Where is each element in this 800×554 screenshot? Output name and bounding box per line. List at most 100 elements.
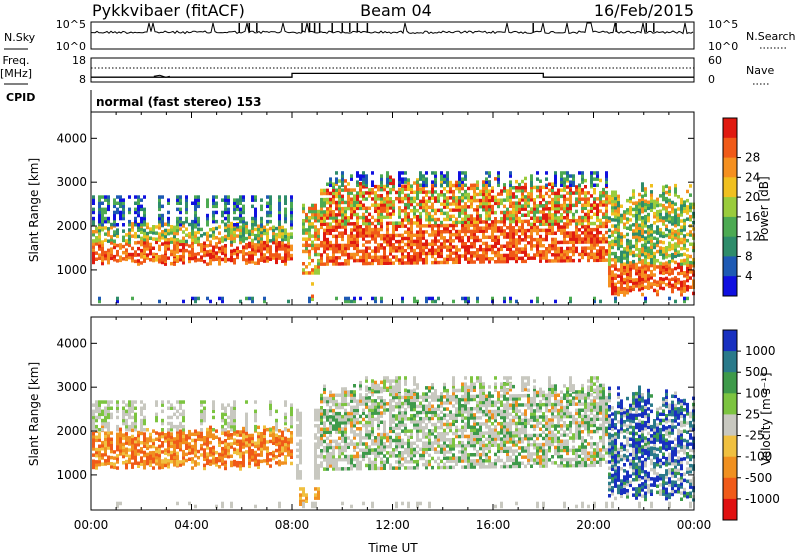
range-gate-cell — [518, 189, 521, 193]
range-gate-cell — [470, 198, 473, 203]
range-gate-cell — [371, 191, 374, 195]
range-gate-cell — [650, 184, 653, 188]
range-gate-cell — [308, 243, 311, 248]
range-gate-cell — [602, 215, 605, 219]
range-gate-cell — [107, 421, 110, 426]
range-gate-cell — [182, 449, 185, 454]
range-gate-cell — [131, 434, 134, 439]
range-gate-cell — [461, 186, 464, 191]
range-gate-cell — [572, 219, 575, 223]
range-gate-cell — [476, 217, 479, 221]
range-gate-cell — [569, 188, 572, 192]
range-gate-cell — [197, 431, 200, 435]
range-gate-cell — [506, 195, 509, 199]
range-gate-cell — [389, 236, 392, 241]
range-gate-cell — [122, 198, 125, 202]
range-gate-cell — [278, 225, 281, 230]
range-gate-cell — [158, 260, 161, 264]
range-gate-cell — [461, 235, 464, 240]
range-gate-cell — [254, 424, 257, 429]
range-gate-cell — [635, 201, 638, 205]
range-gate-cell — [641, 252, 644, 257]
range-gate-cell — [122, 257, 125, 261]
range-gate-cell — [440, 220, 443, 225]
range-gate-cell — [473, 217, 476, 221]
range-gate-cell — [299, 442, 302, 446]
range-gate-cell — [98, 412, 101, 417]
range-gate-cell — [497, 256, 500, 261]
range-gate-cell — [281, 256, 284, 260]
range-gate-cell — [389, 197, 392, 201]
range-gate-cell — [311, 501, 314, 506]
range-gate-cell — [386, 203, 389, 207]
range-gate-cell — [287, 437, 290, 442]
range-gate-cell — [464, 251, 467, 255]
range-gate-cell — [593, 171, 596, 175]
range-gate-cell — [428, 224, 431, 228]
range-gate-cell — [179, 432, 182, 437]
cpid-text: normal (fast stereo) 153 — [96, 95, 262, 109]
range-gate-cell — [302, 487, 305, 491]
range-gate-cell — [230, 243, 233, 247]
range-gate-cell — [320, 409, 323, 413]
range-gate-cell — [587, 221, 590, 226]
range-gate-cell — [674, 217, 677, 222]
range-gate-cell — [119, 430, 122, 435]
range-gate-cell — [278, 231, 281, 236]
range-gate-cell — [641, 206, 644, 211]
range-gate-cell — [638, 260, 641, 264]
range-gate-cell — [302, 203, 305, 208]
range-gate-cell — [488, 214, 491, 218]
range-gate-cell — [128, 243, 131, 248]
range-gate-cell — [425, 183, 428, 187]
range-gate-cell — [473, 260, 476, 264]
range-gate-cell — [239, 439, 242, 443]
range-gate-cell — [467, 235, 470, 240]
range-gate-cell — [92, 421, 95, 426]
range-gate-cell — [92, 424, 95, 429]
range-gate-cell — [179, 219, 182, 224]
range-gate-cell — [326, 188, 329, 193]
range-gate-cell — [182, 424, 185, 429]
range-gate-cell — [401, 196, 404, 201]
range-gate-cell — [272, 237, 275, 242]
range-gate-cell — [515, 189, 518, 193]
range-gate-cell — [203, 451, 206, 455]
freq-trace — [91, 72, 694, 78]
range-gate-cell — [638, 272, 641, 277]
range-gate-cell — [314, 268, 317, 272]
range-gate-cell — [581, 215, 584, 220]
range-gate-cell — [548, 246, 551, 251]
range-gate-cell — [176, 424, 179, 429]
range-gate-cell — [107, 437, 110, 441]
range-gate-cell — [644, 285, 647, 289]
range-gate-cell — [362, 261, 365, 266]
range-gate-cell — [572, 191, 575, 195]
range-gate-cell — [98, 228, 101, 233]
range-gate-cell — [269, 245, 272, 249]
range-gate-cell — [593, 252, 596, 256]
range-gate-cell — [542, 244, 545, 248]
range-gate-cell — [677, 228, 680, 233]
range-gate-cell — [344, 433, 347, 437]
range-gate-cell — [389, 203, 392, 207]
range-gate-cell — [542, 256, 545, 260]
range-gate-cell — [488, 198, 491, 203]
range-gate-cell — [167, 428, 170, 432]
range-gate-cell — [563, 203, 566, 208]
range-gate-cell — [221, 446, 224, 451]
range-gate-cell — [275, 455, 278, 459]
range-gate-cell — [116, 228, 119, 232]
range-gate-cell — [254, 418, 257, 423]
range-gate-cell — [104, 449, 107, 454]
range-gate-cell — [464, 177, 467, 181]
range-gate-cell — [626, 266, 629, 270]
range-gate-cell — [146, 461, 149, 466]
range-gate-cell — [635, 213, 638, 218]
range-gate-cell — [350, 197, 353, 201]
range-gate-cell — [431, 245, 434, 249]
range-gate-cell — [599, 209, 602, 213]
range-gate-cell — [107, 239, 110, 243]
range-gate-cell — [131, 440, 134, 445]
range-gate-cell — [179, 223, 182, 227]
